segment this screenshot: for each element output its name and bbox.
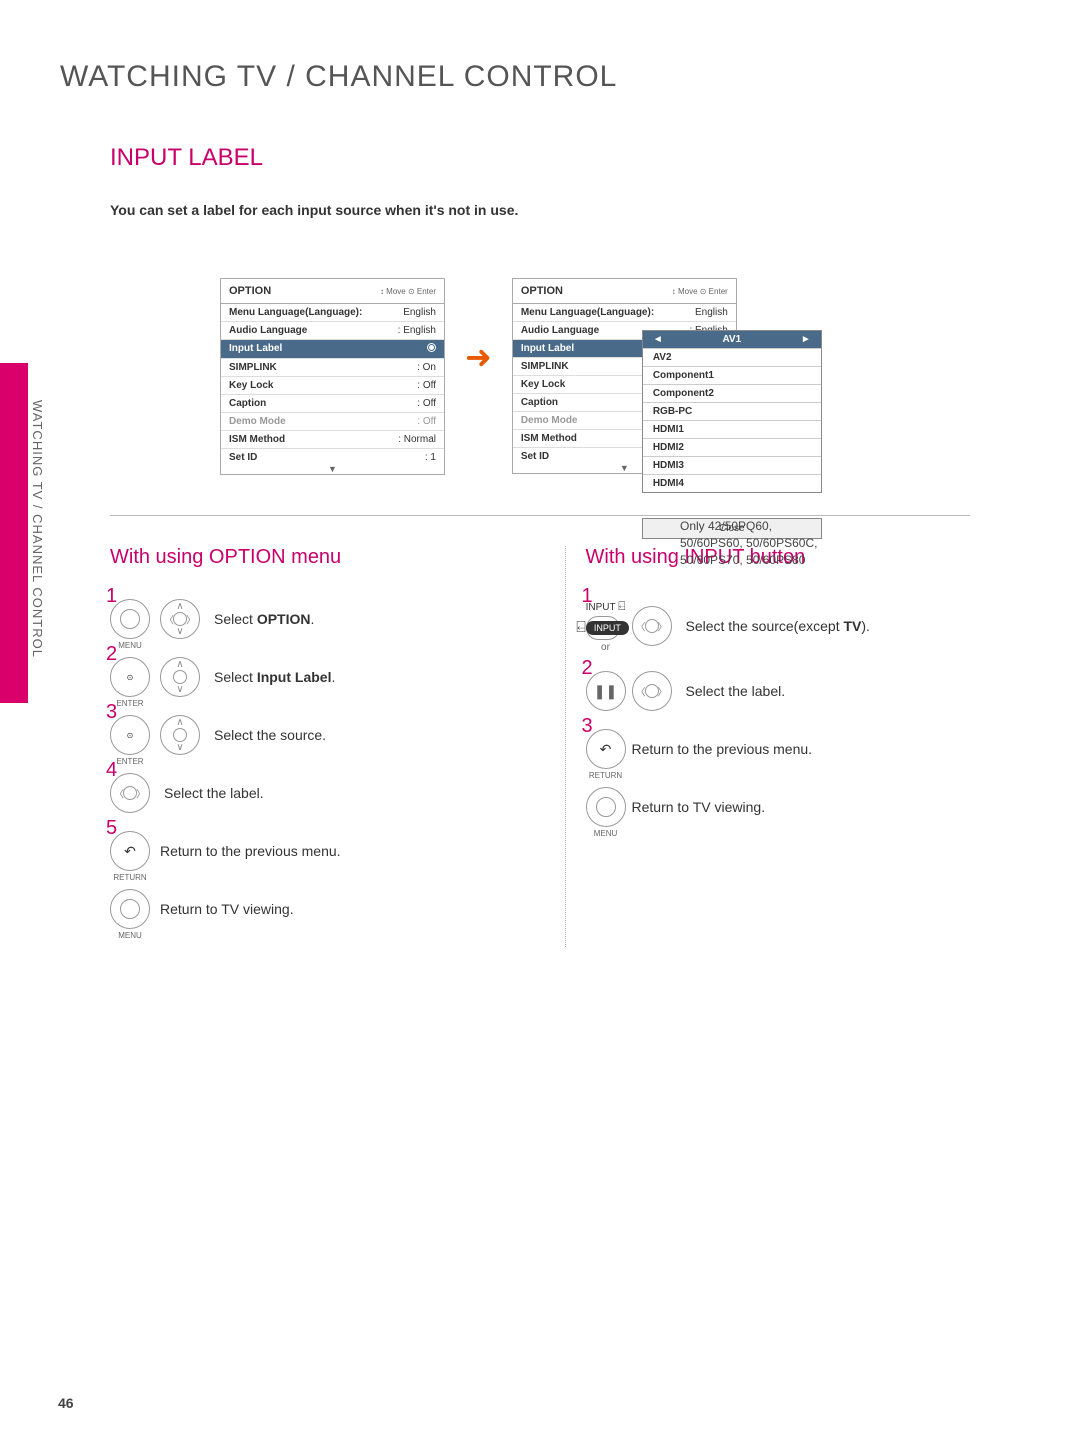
step-text: Select Input Label. — [214, 669, 335, 685]
step: 1INPUT ⍇⍇ INPUTor〈〉Select the source(exc… — [586, 599, 1021, 653]
button-label: MENU — [118, 641, 142, 650]
popup-item[interactable]: HDMI3 — [643, 457, 821, 475]
osd-left: OPTION ↕ Move ⊙ Enter Menu Language(Lang… — [220, 278, 445, 475]
step: 1MENU∧∨〈〉Select OPTION. — [110, 599, 545, 639]
osd-right-wrap: OPTION ↕ Move ⊙ Enter Menu Language(Lang… — [512, 278, 737, 474]
osd-row: Caption: Off — [221, 394, 444, 412]
button-inner-icon — [596, 797, 616, 817]
step-text: Return to the previous menu. — [632, 741, 813, 757]
step-text: Return to TV viewing. — [160, 901, 294, 917]
step-number: 1 — [582, 585, 593, 608]
osd-left-hints: ↕ Move ⊙ Enter — [380, 287, 436, 296]
osd-right-hints: ↕ Move ⊙ Enter — [672, 287, 728, 296]
step-number: 4 — [106, 759, 117, 782]
popup-item[interactable]: ◄AV1► — [643, 331, 821, 349]
col-left-title: With using OPTION menu — [110, 546, 545, 569]
dpad-button[interactable]: 〈〉 — [632, 671, 672, 711]
button-label: MENU — [594, 829, 618, 838]
osd-row: Demo Mode: Off — [221, 412, 444, 430]
remote-input-button[interactable]: ⍇ INPUT — [586, 616, 620, 640]
dpad-button[interactable]: ∧∨〈〉 — [160, 657, 200, 697]
popup-item[interactable]: Component1 — [643, 367, 821, 385]
column-separator — [565, 546, 566, 947]
side-label: WATCHING TV / CHANNEL CONTROL — [30, 400, 45, 658]
radio-icon — [427, 343, 436, 352]
button-label: RETURN — [589, 771, 622, 780]
step-text: Return to the previous menu. — [160, 843, 341, 859]
step: 3⊙ENTER∧∨〈〉Select the source. — [110, 715, 545, 755]
osd-screens: OPTION ↕ Move ⊙ Enter Menu Language(Lang… — [220, 278, 1020, 475]
step: 2❚❚〈〉Select the label. — [586, 671, 1021, 711]
step: 4∧∨〈〉Select the label. — [110, 773, 545, 813]
step: 5↶RETURNReturn to the previous menu. — [110, 831, 545, 871]
arrow-right-icon: ➜ — [465, 338, 492, 376]
page-number: 46 — [58, 1395, 74, 1411]
remote-menu-button[interactable]: MENU — [586, 787, 626, 827]
col-left: With using OPTION menu 1MENU∧∨〈〉Select O… — [110, 546, 545, 947]
return-icon: ↶ — [124, 843, 136, 860]
step-number: 2 — [106, 643, 117, 666]
step-number: 5 — [106, 817, 117, 840]
osd-right-title: OPTION — [521, 285, 563, 297]
more-indicator-icon: ▼ — [221, 464, 444, 474]
page-heading: WATCHING TV / CHANNEL CONTROL — [60, 60, 1020, 94]
popup-item[interactable]: RGB-PC — [643, 403, 821, 421]
button-inner-icon — [120, 609, 140, 629]
input-pill: INPUT — [586, 621, 629, 635]
osd-row: Menu Language(Language):English — [513, 304, 736, 321]
button-label: MENU — [118, 931, 142, 940]
step: 3↶RETURNReturn to the previous menu. — [586, 729, 1021, 769]
button-inner-icon — [120, 899, 140, 919]
dpad-button[interactable]: ∧∨〈〉 — [160, 599, 200, 639]
return-icon: ↶ — [600, 741, 612, 758]
note-line: Only 42/50PQ60, — [680, 518, 817, 535]
input-icon: ⍇ — [618, 599, 625, 613]
osd-row: Input Label — [221, 339, 444, 358]
step-text: Select the label. — [164, 785, 264, 801]
popup-item[interactable]: HDMI1 — [643, 421, 821, 439]
step: MENU Return to TV viewing. — [586, 787, 1021, 827]
popup-item[interactable]: Component2 — [643, 385, 821, 403]
osd-left-title: OPTION — [229, 285, 271, 297]
popup-item[interactable]: HDMI2 — [643, 439, 821, 457]
remote-menu-button[interactable]: MENU — [110, 889, 150, 929]
osd-row: SIMPLINK: On — [221, 358, 444, 376]
input-label-popup: ◄AV1►AV2Component1Component2RGB-PCHDMI1H… — [642, 330, 822, 493]
osd-row: Key Lock: Off — [221, 376, 444, 394]
section-title: INPUT LABEL — [110, 144, 1020, 172]
col-right: With using INPUT button 1INPUT ⍇⍇ INPUTo… — [586, 546, 1021, 947]
step-number: 3 — [106, 701, 117, 724]
popup-item[interactable]: HDMI4 — [643, 475, 821, 492]
note-line: 50/60PS70, 50/60PS80 — [680, 552, 817, 569]
step-number: 2 — [582, 657, 593, 680]
step-text: Select OPTION. — [214, 611, 314, 627]
step-text: Select the source. — [214, 727, 326, 743]
model-note: Only 42/50PQ60, 50/60PS60, 50/60PS60C, 5… — [680, 518, 817, 568]
input-icon: ⍇ — [576, 619, 586, 637]
osd-row: Audio Language: English — [221, 321, 444, 339]
enter-icon: ⊙ — [127, 673, 134, 682]
step-number: 1 — [106, 585, 117, 608]
intro-text: You can set a label for each input sourc… — [110, 202, 1020, 218]
enter-icon: ⊙ — [127, 731, 134, 740]
popup-item[interactable]: AV2 — [643, 349, 821, 367]
osd-row: ISM Method: Normal — [221, 430, 444, 448]
step-text: Select the source(except TV). — [686, 618, 870, 634]
note-line: 50/60PS60, 50/60PS60C, — [680, 535, 817, 552]
step: MENU Return to TV viewing. — [110, 889, 545, 929]
step-text: Return to TV viewing. — [632, 799, 766, 815]
step-text: Select the label. — [686, 683, 786, 699]
dpad-button[interactable]: 〈〉 — [632, 606, 672, 646]
button-label: ENTER — [116, 757, 143, 766]
side-tab — [0, 363, 28, 703]
button-label: RETURN — [113, 873, 146, 882]
step-number: 3 — [582, 715, 593, 738]
divider — [110, 515, 970, 516]
pause-icon: ❚❚ — [594, 683, 617, 700]
button-label: ENTER — [116, 699, 143, 708]
osd-row: Menu Language(Language):English — [221, 304, 444, 321]
step: 2⊙ENTER∧∨〈〉Select Input Label. — [110, 657, 545, 697]
dpad-button[interactable]: ∧∨〈〉 — [160, 715, 200, 755]
or-text: or — [601, 642, 610, 653]
